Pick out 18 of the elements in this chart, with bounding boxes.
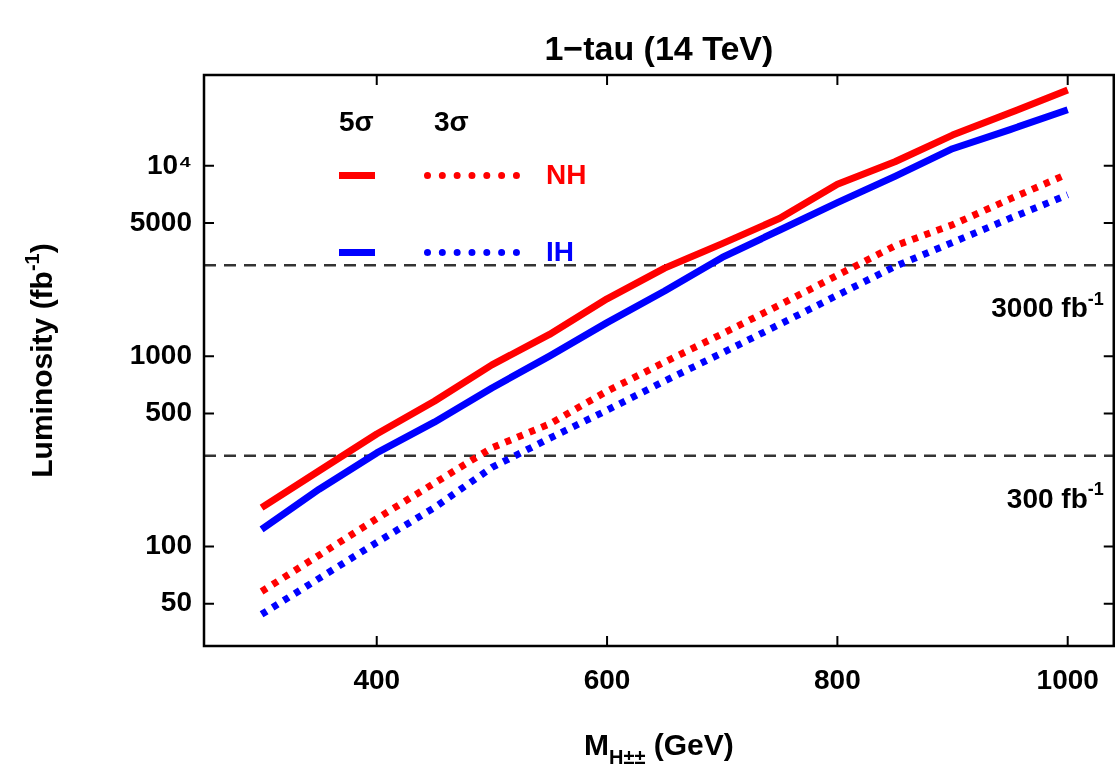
x-tick-label: 600 xyxy=(583,663,631,695)
annotation: 3σ xyxy=(434,106,469,137)
legend-entry: IH xyxy=(339,238,574,266)
x-tick-label: 400 xyxy=(353,663,401,695)
annotation: 5σ xyxy=(339,106,374,137)
y-tick-label: 50 xyxy=(160,586,192,618)
y-tick-label: 500 xyxy=(145,396,192,428)
x-tick-label: 800 xyxy=(814,663,861,695)
y-axis-title: Luminosity (fb-1) xyxy=(20,243,58,478)
y-tick-label: 1000 xyxy=(129,338,192,370)
y-tick-label: 5000 xyxy=(129,205,192,237)
x-tick-label: 1000 xyxy=(1036,663,1099,695)
legend-label: NH xyxy=(546,159,587,190)
legend-entry: NH xyxy=(339,161,587,189)
chart-title: 1−tau (14 TeV) xyxy=(544,29,774,67)
legend-label: IH xyxy=(546,236,574,267)
y-tick-label: 100 xyxy=(145,529,192,561)
y-tick-label: 10⁴ xyxy=(147,148,192,180)
